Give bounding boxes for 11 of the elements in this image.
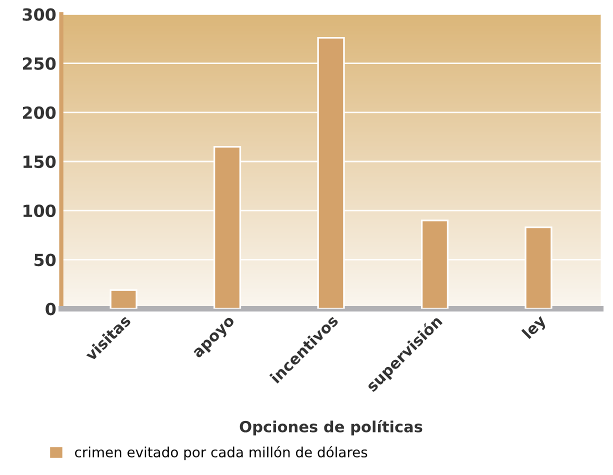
y-tick-label: 300 xyxy=(22,8,56,21)
y-tick-label: 50 xyxy=(34,254,56,266)
bar xyxy=(110,289,138,309)
legend-label: crimen evitado por cada millón de dólares xyxy=(75,446,368,460)
y-tick-label: 250 xyxy=(22,57,56,70)
x-axis-title: Opciones de políticas xyxy=(240,420,422,436)
y-tick-label: 150 xyxy=(24,155,56,168)
x-tick-label: ley xyxy=(521,314,549,342)
y-tick-label: 200 xyxy=(22,106,56,119)
y-tick-label: 100 xyxy=(24,204,56,218)
y-tick-label: 0 xyxy=(46,302,56,316)
